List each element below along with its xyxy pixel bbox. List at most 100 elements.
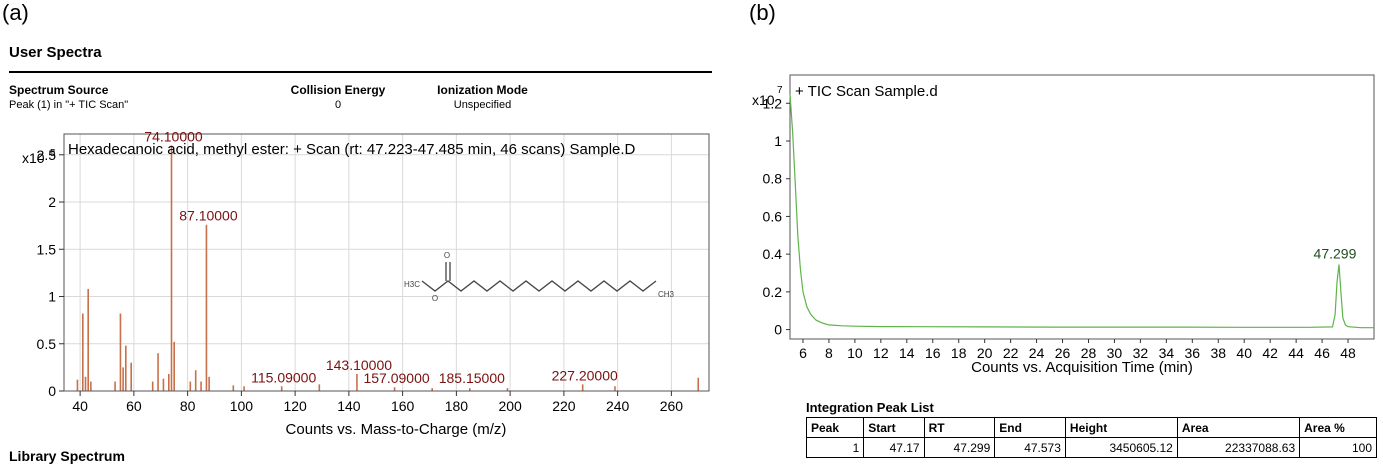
tic-x-tick-label: 16	[925, 345, 941, 361]
table-row: 1 47.17 47.299 47.573 3450605.12 22337088.63 1…	[805, 437, 1377, 458]
peak-table-cell: 3450605.12	[1064, 437, 1178, 458]
ms-y-tick-label: 0	[48, 383, 56, 399]
integration-peak-table: Peak Start RT End Height Area Area % 1 47.17 47.…	[805, 417, 1377, 458]
ms-x-tick-label: 140	[337, 398, 361, 414]
ms-y-tick-label: 2	[48, 194, 56, 210]
tic-y-tick-label: 1	[774, 133, 782, 149]
tic-x-tick-label: 46	[1314, 345, 1330, 361]
tic-x-tick-label: 10	[847, 345, 863, 361]
carbonyl-oxygen-label: O	[444, 251, 450, 260]
tic-y-tick-label: 0.6	[763, 208, 783, 224]
peak-table-header-row: Peak Start RT End Height Area Area %	[805, 417, 1377, 438]
tic-x-tick-label: 36	[1185, 345, 1201, 361]
ms-x-tick-label: 120	[283, 398, 307, 414]
tic-y-tick-label: 1.2	[763, 95, 783, 111]
ms-y-tick-label: 0.5	[37, 336, 57, 352]
ms-x-tick-label: 160	[391, 398, 415, 414]
ms-x-tick-label: 220	[552, 398, 576, 414]
ms-y-tick-label: 1.5	[37, 241, 57, 257]
peak-table-cell: 47.299	[923, 437, 996, 458]
panel-a-label: (a)	[2, 0, 29, 25]
tic-y-tick-label: 0	[774, 322, 782, 338]
ms-x-tick-label: 200	[498, 398, 522, 414]
peak-table-header-cell: RT	[923, 417, 996, 438]
ms-peak-label: 157.09000	[363, 370, 429, 386]
tic-x-tick-label: 20	[977, 345, 993, 361]
collision-energy-value: 0	[334, 99, 342, 111]
mass-spectrum-chart: Hexadecanoic acid, methyl ester: + Scan …	[22, 128, 710, 438]
peak-table-header-cell: Height	[1064, 417, 1178, 438]
ms-axis: 0 0.5 1 1.5 2 2.5 40 60 80 100 120 140 160 180 200 220 2…	[37, 147, 684, 414]
collision-energy-label: Collision Energy	[290, 83, 386, 97]
panel-b-label: (b)	[749, 0, 776, 25]
tic-chart: + TIC Scan Sample.d x10 7 0 0.2 0.4 0.6 0.8 1…	[752, 74, 1375, 376]
ionization-mode-label: Ionization Mode	[437, 83, 528, 97]
ionization-mode-value: Unspecified	[453, 99, 512, 111]
peak-table-header-cell: Start	[863, 417, 925, 438]
peak-table-header-cell: End	[994, 417, 1066, 438]
ms-x-axis-label: Counts vs. Mass-to-Charge (m/z)	[286, 421, 507, 438]
ms-y-tick-label: 2.5	[37, 147, 57, 163]
ms-x-tick-label: 40	[72, 398, 88, 414]
ms-peaks	[76, 145, 700, 391]
ms-x-tick-label: 240	[606, 398, 630, 414]
ms-x-tick-label: 80	[180, 398, 196, 414]
peak-table-header-cell: Area %	[1299, 417, 1377, 438]
tic-x-tick-label: 6	[799, 345, 807, 361]
ms-peak-label: 227.20000	[552, 367, 618, 383]
ms-y-tick-label: 1	[48, 289, 56, 305]
tic-x-tick-label: 30	[1107, 345, 1123, 361]
peak-table-cell: 100	[1299, 437, 1377, 458]
tic-x-tick-label: 34	[1159, 345, 1175, 361]
tic-peak-label: 47.299	[1314, 246, 1357, 262]
structure-left-label: H3C	[404, 280, 420, 289]
tic-y-tick-label: 0.4	[763, 246, 783, 262]
ms-peak-label: 74.10000	[144, 128, 203, 144]
tic-axis: 0 0.2 0.4 0.6 0.8 1 1.2 6 8 10 12 14 16 18 20 22 24 26 28 3…	[763, 95, 1357, 361]
tic-x-tick-label: 28	[1081, 345, 1097, 361]
tic-x-tick-label: 40	[1236, 345, 1252, 361]
ms-peak-label: 185.15000	[439, 370, 505, 386]
ms-peak-label: 143.10000	[326, 357, 392, 373]
tic-x-tick-label: 44	[1288, 345, 1304, 361]
tic-x-tick-label: 42	[1262, 345, 1278, 361]
peak-table-header-cell: Peak	[805, 417, 865, 438]
peak-table-cell: 1	[805, 437, 865, 458]
peak-table-cell: 47.573	[994, 437, 1066, 458]
tic-y-tick-label: 0.8	[763, 171, 783, 187]
ms-grid	[64, 134, 709, 392]
spectrum-source-label: Spectrum Source	[9, 83, 109, 97]
tic-peak-labels: 47.299	[1314, 246, 1357, 262]
user-spectra-heading: User Spectra	[9, 44, 102, 61]
tic-x-tick-label: 38	[1210, 345, 1226, 361]
tic-y-scale-exponent: 7	[777, 85, 783, 96]
tic-x-tick-label: 18	[951, 345, 967, 361]
tic-x-tick-label: 12	[873, 345, 889, 361]
tic-x-tick-label: 24	[1029, 345, 1045, 361]
tic-y-tick-label: 0.2	[763, 284, 783, 300]
tic-x-tick-label: 32	[1133, 345, 1149, 361]
peak-table-body: 1 47.17 47.299 47.573 3450605.12 22337088.63 1…	[805, 437, 1377, 458]
ms-y-scale-label: x10	[22, 150, 45, 166]
ms-chart-title: Hexadecanoic acid, methyl ester: + Scan …	[68, 141, 636, 158]
ms-plot-frame	[63, 133, 710, 392]
molecule-structure	[421, 262, 657, 292]
tic-x-tick-label: 26	[1055, 345, 1071, 361]
peak-table-cell: 47.17	[863, 437, 925, 458]
ms-x-tick-label: 60	[126, 398, 142, 414]
tic-x-tick-label: 8	[825, 345, 833, 361]
tic-chart-title: + TIC Scan Sample.d	[795, 83, 938, 100]
tic-x-tick-label: 48	[1340, 345, 1356, 361]
ester-oxygen-label: O	[432, 294, 438, 303]
structure-right-label: CH3	[658, 290, 675, 299]
ms-y-scale-exponent: 5	[50, 148, 56, 159]
ms-x-tick-label: 100	[230, 398, 254, 414]
ms-peak-label: 115.09000	[251, 369, 316, 385]
tic-x-tick-label: 22	[1003, 345, 1019, 361]
spectrum-source-value: Peak (1) in "+ TIC Scan"	[9, 99, 129, 111]
integration-peak-list-title: Integration Peak List	[806, 400, 934, 415]
library-spectrum-heading: Library Spectrum	[9, 448, 125, 464]
ms-peak-labels: 74.10000 87.10000 115.09000 143.10000157.09…	[144, 128, 618, 386]
tic-y-scale-label: x10	[752, 92, 775, 108]
peak-table-header-cell: Area	[1176, 417, 1301, 438]
